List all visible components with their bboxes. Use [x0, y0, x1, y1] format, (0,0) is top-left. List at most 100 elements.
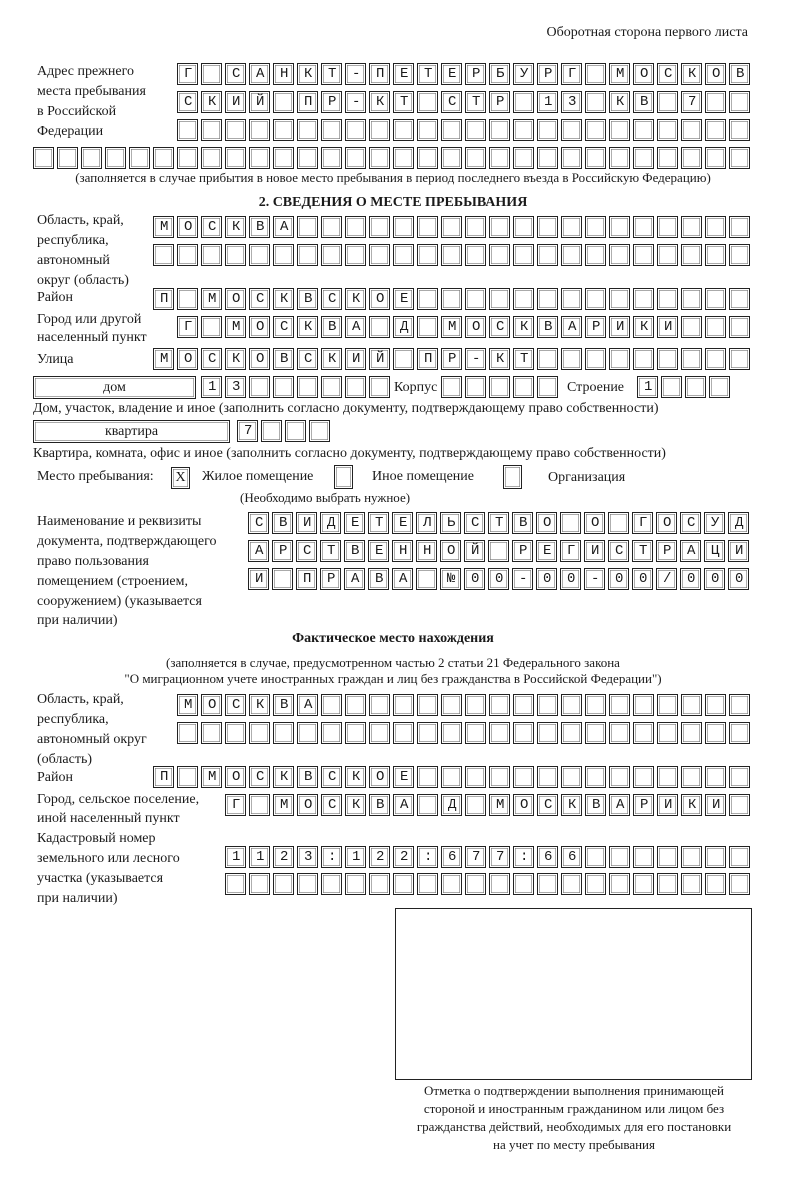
char-cell[interactable]	[321, 348, 342, 370]
char-cell[interactable]	[585, 722, 606, 744]
char-cell[interactable]	[513, 288, 534, 310]
char-cell[interactable]	[609, 722, 630, 744]
checkbox-other-premises[interactable]	[334, 465, 353, 489]
char-cell[interactable]	[392, 512, 413, 534]
char-cell[interactable]	[345, 316, 366, 338]
char-cell[interactable]	[585, 766, 606, 788]
char-cell[interactable]	[513, 316, 534, 338]
char-cell[interactable]	[441, 376, 462, 398]
char-cell[interactable]	[285, 420, 306, 442]
char-cell[interactable]	[705, 147, 726, 169]
char-cell[interactable]	[513, 147, 534, 169]
char-cell[interactable]	[585, 694, 606, 716]
char-cell[interactable]	[296, 568, 317, 590]
char-cell[interactable]	[321, 288, 342, 310]
char-cell[interactable]	[537, 147, 558, 169]
char-cell[interactable]	[729, 91, 750, 113]
char-cell[interactable]	[345, 766, 366, 788]
char-cell[interactable]	[681, 794, 702, 816]
char-cell[interactable]	[297, 91, 318, 113]
char-cell[interactable]	[465, 376, 486, 398]
char-cell[interactable]	[297, 147, 318, 169]
char-cell[interactable]	[513, 722, 534, 744]
char-cell[interactable]	[249, 91, 270, 113]
char-cell[interactable]	[537, 722, 558, 744]
char-cell[interactable]	[249, 288, 270, 310]
char-cell[interactable]	[537, 63, 558, 85]
char-cell[interactable]	[297, 694, 318, 716]
char-cell[interactable]	[177, 216, 198, 238]
char-cell[interactable]	[633, 794, 654, 816]
char-cell[interactable]	[273, 794, 294, 816]
char-cell[interactable]	[489, 376, 510, 398]
char-cell[interactable]	[201, 244, 222, 266]
char-cell[interactable]	[633, 873, 654, 895]
char-cell[interactable]	[489, 766, 510, 788]
char-cell[interactable]	[297, 288, 318, 310]
char-cell[interactable]	[537, 766, 558, 788]
char-cell[interactable]	[489, 873, 510, 895]
char-cell[interactable]	[709, 376, 730, 398]
char-cell[interactable]	[513, 119, 534, 141]
char-cell[interactable]	[633, 91, 654, 113]
char-cell[interactable]	[681, 348, 702, 370]
char-cell[interactable]	[465, 63, 486, 85]
char-cell[interactable]	[488, 540, 509, 562]
char-cell[interactable]	[153, 216, 174, 238]
char-cell[interactable]	[177, 694, 198, 716]
char-cell[interactable]	[273, 119, 294, 141]
char-cell[interactable]	[705, 216, 726, 238]
char-cell[interactable]	[273, 873, 294, 895]
char-cell[interactable]	[681, 873, 702, 895]
char-cell[interactable]	[369, 216, 390, 238]
char-cell[interactable]	[33, 147, 54, 169]
char-cell[interactable]	[441, 794, 462, 816]
char-cell[interactable]	[177, 119, 198, 141]
char-cell[interactable]	[345, 63, 366, 85]
char-cell[interactable]	[584, 512, 605, 534]
char-cell[interactable]	[585, 846, 606, 868]
char-cell[interactable]	[729, 766, 750, 788]
char-cell[interactable]	[561, 216, 582, 238]
char-cell[interactable]	[369, 873, 390, 895]
char-cell[interactable]	[225, 119, 246, 141]
char-cell[interactable]	[464, 568, 485, 590]
char-cell[interactable]	[417, 846, 438, 868]
char-cell[interactable]	[345, 91, 366, 113]
char-cell[interactable]	[441, 348, 462, 370]
char-cell[interactable]	[153, 244, 174, 266]
char-cell[interactable]	[345, 794, 366, 816]
char-cell[interactable]	[201, 63, 222, 85]
char-cell[interactable]	[345, 348, 366, 370]
char-cell[interactable]	[201, 376, 222, 398]
char-cell[interactable]	[513, 846, 534, 868]
apartment-type-field[interactable]: квартира	[33, 420, 230, 443]
char-cell[interactable]	[296, 512, 317, 534]
char-cell[interactable]	[153, 348, 174, 370]
char-cell[interactable]	[609, 91, 630, 113]
char-cell[interactable]	[225, 766, 246, 788]
char-cell[interactable]	[416, 540, 437, 562]
char-cell[interactable]	[201, 91, 222, 113]
char-cell[interactable]	[681, 846, 702, 868]
char-cell[interactable]	[297, 119, 318, 141]
char-cell[interactable]	[657, 873, 678, 895]
char-cell[interactable]	[729, 288, 750, 310]
char-cell[interactable]	[465, 91, 486, 113]
char-cell[interactable]	[321, 766, 342, 788]
char-cell[interactable]	[321, 91, 342, 113]
char-cell[interactable]	[633, 766, 654, 788]
char-cell[interactable]	[536, 540, 557, 562]
char-cell[interactable]	[657, 722, 678, 744]
checkbox-organization[interactable]	[503, 465, 522, 489]
char-cell[interactable]	[369, 766, 390, 788]
char-cell[interactable]	[320, 512, 341, 534]
char-cell[interactable]	[657, 846, 678, 868]
char-cell[interactable]	[657, 766, 678, 788]
char-cell[interactable]	[489, 216, 510, 238]
char-cell[interactable]	[345, 376, 366, 398]
char-cell[interactable]	[297, 873, 318, 895]
char-cell[interactable]	[321, 316, 342, 338]
char-cell[interactable]	[273, 63, 294, 85]
char-cell[interactable]	[705, 244, 726, 266]
